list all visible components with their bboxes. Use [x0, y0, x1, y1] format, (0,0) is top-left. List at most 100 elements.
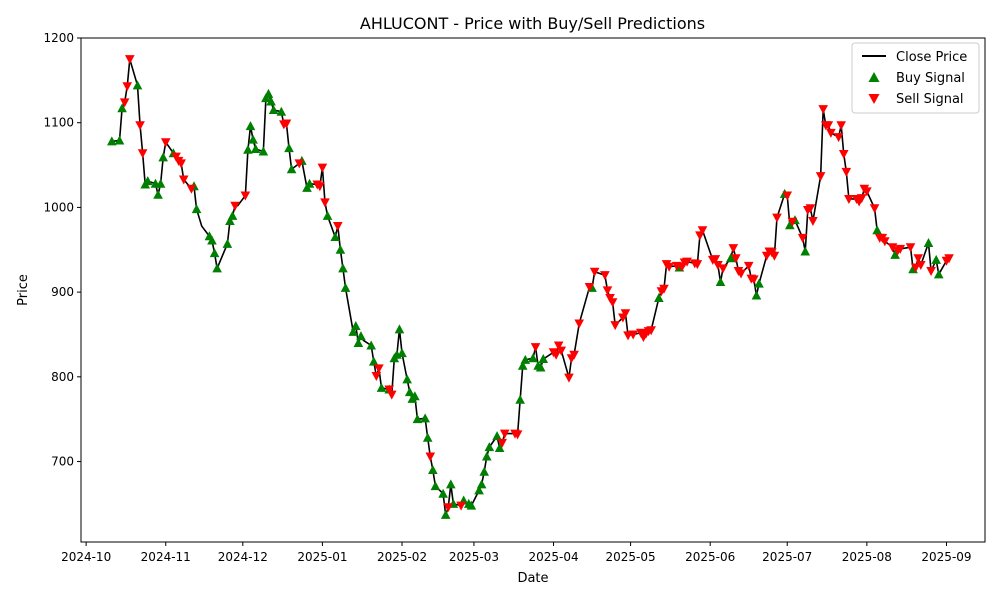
sell-signal-marker	[553, 341, 564, 351]
sell-signal-marker	[176, 159, 186, 169]
y-tick-label: 800	[51, 370, 74, 384]
buy-signal-marker	[350, 321, 361, 330]
sell-signal-marker	[862, 187, 872, 197]
buy-signal-marker	[258, 146, 269, 156]
sell-signal-marker	[808, 216, 818, 226]
buy-signal-marker	[286, 164, 297, 174]
buy-signal-marker	[420, 413, 430, 423]
sell-signal-marker	[135, 121, 145, 131]
sell-signal-marker	[425, 452, 436, 462]
sell-signal-marker	[664, 262, 674, 272]
buy-signal-marker	[402, 374, 412, 384]
sell-signal-marker	[838, 150, 849, 160]
x-tick-label: 2025-06	[685, 550, 735, 564]
sell-signal-marker	[718, 264, 728, 274]
sell-signal-marker	[713, 261, 723, 271]
sell-signal-marker	[230, 201, 240, 211]
buy-signal-marker	[481, 451, 492, 461]
buy-signal-marker	[243, 144, 253, 154]
legend-buy-signal-swatch	[868, 72, 880, 82]
sell-signal-marker	[646, 326, 656, 336]
buy-signal-marker	[466, 500, 477, 510]
buy-signal-marker	[227, 210, 238, 220]
buy-signal-marker	[132, 80, 143, 90]
plot-frame	[80, 37, 986, 543]
sell-signal-marker	[880, 237, 890, 247]
x-axis: 2024-10 2024-11 2024-12 2025-01 2025-02 2025-…	[61, 542, 972, 564]
sell-signal-marker	[833, 133, 844, 143]
buy-signal-marker	[335, 244, 346, 254]
buy-signal-marker	[209, 248, 220, 258]
x-tick-label: 2025-05	[606, 550, 656, 564]
buy-signal-marker	[376, 382, 387, 392]
sell-signal-marker	[844, 194, 854, 204]
chart-title: AHLUCONT - Price with Buy/Sell Predictio…	[360, 14, 705, 33]
buy-signal-marker	[114, 135, 125, 145]
sell-signal-marker	[772, 213, 782, 223]
buy-signal-marker	[422, 432, 433, 442]
sell-signal-marker	[512, 430, 523, 440]
buy-signal-marker	[528, 353, 538, 363]
buy-signal-marker	[446, 479, 456, 489]
buy-signal-marker	[142, 176, 153, 186]
buy-signal-marker	[725, 253, 736, 263]
sell-signal-marker	[769, 251, 780, 261]
buy-signal-marker	[933, 269, 944, 279]
sell-signal-marker	[320, 198, 330, 208]
sell-signal-marker	[869, 204, 880, 214]
x-tick-label: 2025-04	[528, 550, 578, 564]
buy-signal-marker	[494, 442, 505, 452]
x-tick-label: 2024-11	[141, 550, 191, 564]
x-axis-label: Date	[517, 571, 548, 586]
sell-signal-marker	[905, 243, 916, 253]
buy-signal-marker	[322, 210, 333, 220]
sell-signal-marker	[826, 128, 836, 138]
sell-signal-marker	[887, 243, 898, 253]
buy-signal-marker	[276, 106, 287, 116]
buy-signal-marker	[754, 278, 764, 288]
buy-signal-marker	[654, 293, 664, 303]
sell-signal-marker	[122, 82, 133, 92]
sell-signal-marker	[499, 429, 510, 439]
y-tick-label: 1100	[43, 116, 74, 130]
sell-signal-marker	[841, 167, 852, 177]
buy-signal-marker	[330, 232, 341, 242]
buy-signal-marker	[484, 442, 495, 452]
sell-signal-marker	[910, 263, 921, 273]
sell-signal-marker	[317, 163, 328, 173]
buy-signal-marker	[107, 136, 117, 146]
buy-signal-marker	[263, 88, 274, 98]
buy-signal-marker	[715, 276, 726, 286]
sell-signal-marker	[743, 261, 754, 271]
sell-signal-marker	[384, 385, 394, 395]
buy-signal-marker	[751, 290, 762, 300]
buy-signal-marker	[353, 337, 364, 347]
sell-signal-marker	[386, 390, 397, 400]
buy-signal-marker	[266, 96, 276, 106]
buy-signal-marker	[890, 249, 900, 259]
buy-signal-marker	[268, 105, 279, 114]
x-tick-label: 2025-07	[762, 550, 812, 564]
buy-signal-marker	[212, 263, 222, 273]
x-tick-label: 2024-10	[61, 550, 111, 564]
sell-signal-marker	[584, 283, 595, 293]
buy-signal-marker	[923, 237, 934, 247]
legend-sell-signal-swatch	[868, 94, 880, 104]
sell-signal-marker	[456, 501, 466, 511]
sell-signal-marker	[556, 346, 567, 356]
sell-signal-marker	[856, 194, 867, 204]
buy-signal-marker	[412, 414, 423, 424]
sell-signal-marker	[710, 255, 721, 265]
sell-signal-marker	[697, 226, 708, 236]
buy-signal-marker	[440, 509, 451, 519]
sell-signal-marker	[682, 257, 692, 267]
sell-signal-marker	[818, 105, 829, 115]
buy-signal-marker	[800, 246, 811, 256]
buy-signal-marker	[474, 485, 484, 495]
sell-signal-marker	[628, 330, 638, 340]
sell-signal-marker	[569, 350, 579, 360]
buy-signal-marker	[404, 387, 415, 397]
buy-signal-marker	[438, 488, 448, 498]
